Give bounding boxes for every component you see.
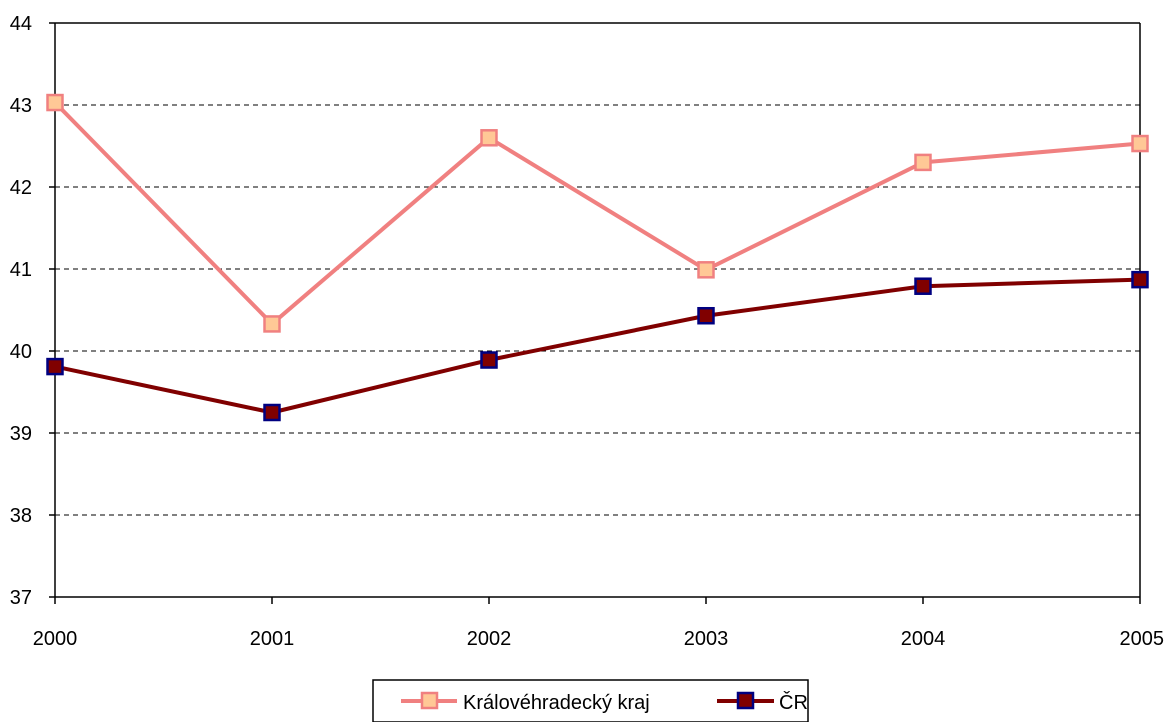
data-point [914,153,932,172]
y-tick-label: 40 [10,341,32,363]
x-tick-label: 2002 [467,628,512,650]
y-tick-label: 37 [10,587,32,609]
legend-swatch-marker-0 [420,691,439,710]
data-point [263,403,281,422]
y-tick-label: 44 [10,13,32,35]
legend-label-0: Královéhradecký kraj [463,692,650,714]
data-point [46,357,64,376]
data-point [46,93,64,112]
y-tick-label: 38 [10,505,32,527]
x-tick-label: 2005 [1120,628,1165,650]
y-ticks: 37 38 39 40 41 42 43 44 [10,13,55,609]
x-tick-label: 2004 [901,628,946,650]
grid-lines [55,104,1140,516]
legend-item-1: ČR [717,691,808,714]
y-tick-label: 43 [10,95,32,117]
x-tick-label: 2001 [250,628,295,650]
data-point [914,277,932,295]
data-point [697,261,715,279]
data-point [697,306,715,325]
legend: Královéhradecký kraj ČR [372,679,809,723]
series-0 [46,93,1149,333]
series-line [53,101,1141,326]
data-point [480,351,498,369]
series [46,93,1149,422]
x-tick-label: 2000 [33,628,78,650]
y-tick-label: 41 [10,259,32,281]
data-point [480,129,498,147]
axes [54,22,1141,598]
series-line [54,277,1141,415]
data-point [263,315,281,333]
x-ticks: 2000 2001 2002 2003 2004 2005 [33,597,1164,650]
series-1 [46,270,1149,422]
legend-item-0: Královéhradecký kraj [401,691,650,714]
y-tick-label: 39 [10,423,32,445]
legend-swatch-marker-1 [736,691,755,710]
data-point [1131,134,1149,153]
y-tick-label: 42 [10,177,32,199]
legend-label-1: ČR [779,691,808,714]
data-point [1131,270,1149,289]
x-tick-label: 2003 [684,628,729,650]
